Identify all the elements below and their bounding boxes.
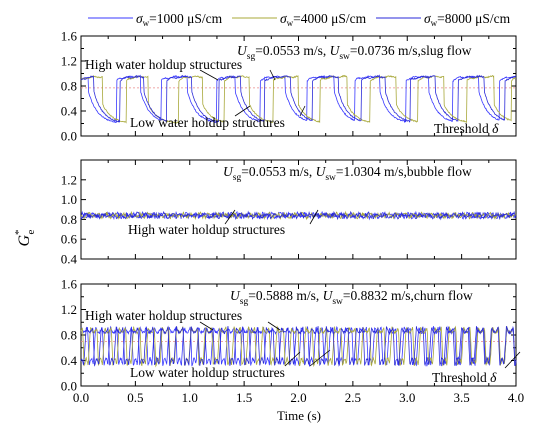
annotation-low-churn: Low water holdup structures bbox=[130, 365, 285, 380]
y-tick-label: 1.2 bbox=[61, 54, 77, 69]
annotation-arrow-low-slug bbox=[234, 105, 251, 117]
annotation-high-bubble: High water holdup structures bbox=[128, 222, 285, 237]
y-tick-label: 0.0 bbox=[61, 379, 77, 394]
annotation-arrow-low-slug-2 bbox=[299, 105, 306, 117]
annotation-arrow-high-slug bbox=[199, 69, 219, 81]
y-tick-label: 1.6 bbox=[61, 277, 78, 292]
x-tick-label: 0.5 bbox=[127, 390, 143, 405]
legend-label-3: σw=8000 μS/cm bbox=[424, 11, 511, 28]
threshold-label-churn: Threshold δ bbox=[432, 370, 497, 385]
series-line-3 bbox=[80, 74, 517, 123]
annotation-arrow-high-bubble bbox=[224, 209, 236, 225]
panel-slug: 0.0 0.4 0.8 1.2 1.6 bbox=[61, 29, 517, 144]
y-tick-label: 0.8 bbox=[61, 328, 77, 343]
x-tick-label: 1.0 bbox=[182, 390, 198, 405]
legend: σw=1000 μS/cm σw=4000 μS/cm σw=8000 μS/c… bbox=[88, 11, 511, 28]
y-tick-label: 0.4 bbox=[61, 353, 78, 368]
x-tick-label: 2.5 bbox=[345, 390, 361, 405]
legend-label-1: σw=1000 μS/cm bbox=[136, 11, 223, 28]
annotation-arrow-low-churn bbox=[284, 351, 301, 367]
y-axis-label: G*e bbox=[13, 229, 37, 246]
x-tick-label: 3.0 bbox=[399, 390, 415, 405]
annotation-low-slug: Low water holdup structures bbox=[130, 115, 285, 130]
series-line-2 bbox=[80, 210, 517, 221]
x-tick-label: 4.0 bbox=[508, 390, 524, 405]
annotation-arrow-high-churn-2 bbox=[267, 321, 281, 331]
x-tick-label: 1.5 bbox=[236, 390, 252, 405]
x-tick-label: 3.5 bbox=[454, 390, 470, 405]
legend-entry-1: σw=1000 μS/cm bbox=[88, 11, 223, 28]
y-tick-label: 1.6 bbox=[61, 29, 78, 44]
annotation-arrow-high-churn bbox=[199, 321, 214, 331]
annotation-arrow-high-slug-2 bbox=[269, 69, 276, 81]
threshold-arrow-churn bbox=[504, 351, 521, 369]
x-tick-labels: 0.0 0.5 1.0 1.5 2.0 2.5 3.0 3.5 4.0 bbox=[73, 390, 524, 405]
legend-entry-3: σw=8000 μS/cm bbox=[376, 11, 511, 28]
y-tick-label: 0.8 bbox=[61, 79, 77, 94]
flow-text-slug: Usg=0.0553 m/s, Usw=0.0736 m/s,slug flow bbox=[237, 43, 472, 62]
annotation-high-churn: High water holdup structures bbox=[85, 308, 242, 323]
annotation-arrow-low-churn-2 bbox=[309, 349, 331, 367]
flow-text-churn: Usg=0.5888 m/s, Usw=0.8832 m/s,churn flo… bbox=[230, 288, 473, 307]
annotation-high-slug: High water holdup structures bbox=[85, 57, 242, 72]
legend-label-2: σw=4000 μS/cm bbox=[280, 11, 367, 28]
x-tick-label: 0.0 bbox=[73, 390, 89, 405]
x-axis-label: Time (s) bbox=[277, 408, 321, 423]
legend-entry-2: σw=4000 μS/cm bbox=[232, 11, 367, 28]
series-line-1 bbox=[80, 74, 517, 124]
panel-churn: 0.0 0.4 0.8 1.2 1.6 bbox=[61, 277, 517, 394]
annotation-arrow-high-bubble-2 bbox=[309, 209, 319, 225]
x-tick-label: 2.0 bbox=[290, 390, 306, 405]
series-line-3 bbox=[80, 210, 517, 221]
y-tick-label: 0.0 bbox=[61, 129, 77, 144]
y-tick-label: 1.2 bbox=[61, 302, 77, 317]
y-tick-label: 0.6 bbox=[61, 232, 78, 247]
y-tick-label: 0.4 bbox=[61, 252, 78, 267]
y-tick-label: 1.0 bbox=[61, 192, 77, 207]
y-tick-label: 1.2 bbox=[61, 172, 77, 187]
y-tick-label: 0.8 bbox=[61, 212, 77, 227]
series-line-3 bbox=[80, 325, 517, 367]
threshold-label-slug: Threshold δ bbox=[434, 121, 499, 136]
y-tick-label: 0.4 bbox=[61, 104, 78, 119]
flow-text-bubble: Usg=0.0553 m/s, Usw=1.0304 m/s,bubble fl… bbox=[223, 164, 472, 183]
panel-bubble: 0.4 0.6 0.8 1.0 1.2 bbox=[61, 159, 517, 267]
